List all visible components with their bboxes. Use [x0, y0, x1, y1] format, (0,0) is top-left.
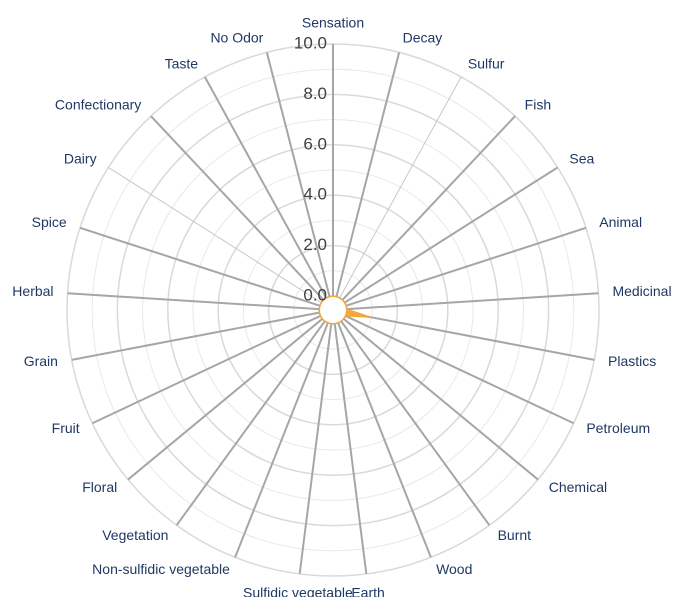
- spoke: [203, 76, 328, 299]
- category-label: Sulfidic vegetable: [243, 584, 353, 597]
- category-label: Dairy: [64, 151, 97, 167]
- spoke: [339, 76, 462, 298]
- category-label: Wood: [436, 561, 472, 577]
- category-label: Sea: [569, 151, 594, 167]
- y-tick-label: 6.0: [303, 134, 327, 153]
- category-label: Non-sulfidic vegetable: [92, 561, 230, 577]
- category-label: Earth: [351, 584, 384, 597]
- spoke: [234, 322, 329, 558]
- spoke: [71, 311, 320, 361]
- spoke: [341, 115, 516, 301]
- category-label: Medicinal: [612, 283, 671, 299]
- category-label: Grain: [24, 353, 58, 369]
- category-label: Confectionary: [55, 97, 141, 113]
- category-label: Animal: [599, 214, 642, 230]
- spoke: [343, 318, 539, 481]
- category-label: Spice: [32, 214, 67, 230]
- category-label: No Odor: [210, 29, 263, 45]
- category-label: Sulfur: [468, 55, 505, 71]
- category-label: Taste: [165, 55, 199, 71]
- spoke: [344, 166, 559, 304]
- category-label: Floral: [82, 479, 117, 495]
- y-tick-label: 2.0: [303, 235, 327, 254]
- category-label: Vegetation: [102, 527, 168, 543]
- center-hole: [320, 297, 346, 323]
- spoke: [265, 52, 331, 297]
- spoke: [346, 226, 587, 307]
- spoke: [108, 167, 322, 303]
- y-tick-label: 4.0: [303, 185, 327, 204]
- spoke: [91, 315, 321, 425]
- spoke: [67, 292, 320, 311]
- category-label: Sensation: [302, 15, 364, 31]
- spoke: [298, 323, 333, 575]
- spoke: [340, 320, 491, 526]
- category-label: Chemical: [549, 479, 607, 495]
- spoke: [79, 226, 320, 307]
- category-label: Fish: [525, 97, 551, 113]
- category-label: Fruit: [52, 420, 80, 436]
- category-label: Decay: [403, 29, 443, 45]
- y-tick-label: 0.0: [303, 285, 327, 304]
- category-label: Herbal: [12, 283, 53, 299]
- spoke: [345, 315, 575, 425]
- category-label: Plastics: [608, 353, 656, 369]
- spoke: [337, 322, 432, 558]
- spoke: [175, 320, 326, 526]
- spoke: [333, 323, 368, 575]
- y-tick-label: 8.0: [303, 84, 327, 103]
- spoke: [127, 318, 323, 481]
- category-label: Burnt: [498, 527, 532, 543]
- y-tick-label: 10.0: [294, 33, 327, 52]
- category-label: Petroleum: [586, 420, 650, 436]
- spoke: [346, 311, 595, 361]
- spoke: [346, 292, 599, 311]
- spoke: [335, 52, 401, 297]
- spoke: [150, 115, 325, 301]
